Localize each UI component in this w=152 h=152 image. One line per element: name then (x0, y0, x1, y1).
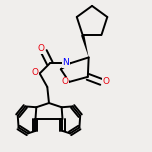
Text: O: O (62, 77, 69, 86)
Text: O: O (37, 45, 44, 54)
Polygon shape (81, 35, 89, 57)
Text: O: O (31, 68, 38, 77)
Text: O: O (103, 77, 110, 86)
Text: N: N (62, 58, 69, 67)
